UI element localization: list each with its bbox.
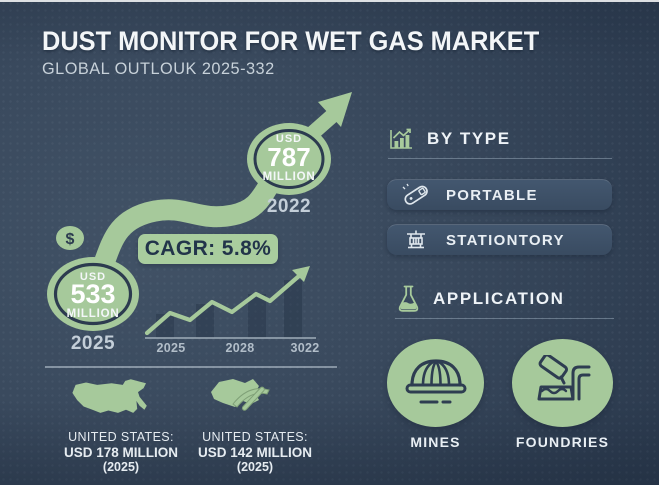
- divider: [45, 366, 337, 368]
- regional-stat-year: (2025): [236, 460, 274, 474]
- divider: [395, 318, 614, 319]
- regional-stat-year: (2025): [102, 460, 140, 474]
- type-button-portable[interactable]: PORTABLE: [387, 179, 612, 210]
- top-border: [0, 0, 659, 2]
- application-mines-label: MINES: [410, 434, 461, 450]
- end-node-value: 787: [267, 142, 310, 172]
- flask-icon: [398, 285, 419, 312]
- foundry-pour-icon: [537, 355, 590, 401]
- type-button-label: PORTABLE: [446, 186, 538, 204]
- market-growth-visual: 2025 2028 3022 USD 787 MILLION 2022 USD …: [47, 92, 352, 355]
- type-button-stationary[interactable]: STATIONTORY: [387, 224, 612, 255]
- mini-tick-2: 2028: [225, 341, 254, 355]
- by-type-heading: BY TYPE: [389, 128, 511, 150]
- end-node: USD 787 MILLION: [247, 123, 331, 195]
- regional-stat: UNITED STATES: USD 178 MILLION (2025): [46, 430, 196, 474]
- application-foundries-badge: [512, 339, 613, 427]
- start-node-currency: USD: [80, 271, 106, 283]
- portable-device-icon: [400, 182, 432, 208]
- usa-map-icon: [72, 379, 147, 413]
- start-node-value: 533: [70, 279, 115, 309]
- bar-chart-icon: [390, 128, 412, 149]
- application-foundries-label: FOUNDRIES: [515, 434, 610, 450]
- start-node: USD 533 MILLION: [47, 257, 139, 331]
- end-node-unit: MILLION: [263, 171, 316, 183]
- mini-tick-1: 2025: [156, 341, 185, 355]
- up-arrow-icon: [318, 92, 352, 127]
- regional-stat-value: USD 178 MILLION: [63, 445, 179, 460]
- cagr-badge: CAGR: 5.8%: [138, 234, 278, 264]
- dollar-coin-icon: $: [56, 226, 84, 250]
- mini-trend-arrowhead: [292, 266, 310, 282]
- application-heading: APPLICATION: [397, 285, 565, 313]
- mini-bar-shadows: [156, 280, 302, 338]
- mini-trend-line: [144, 273, 302, 336]
- dollar-symbol: $: [66, 231, 75, 248]
- regional-stat: UNITED STATES: USD 142 MILLION (2025): [180, 430, 330, 474]
- end-node-currency: USD: [276, 133, 302, 145]
- start-node-year: 2025: [71, 333, 115, 354]
- page-subtitle: GLOBAL OUTLOUK 2025-332: [42, 59, 275, 78]
- application-mines-badge: [387, 339, 484, 427]
- start-node-unit: MILLION: [67, 308, 120, 320]
- page-title: DUST MONITOR FOR WET GAS MARKET: [42, 26, 540, 56]
- hard-hat-icon: [405, 359, 466, 404]
- regional-stat-region: UNITED STATES:: [68, 430, 174, 444]
- by-type-label: BY TYPE: [427, 129, 511, 148]
- growth-curve: [82, 151, 298, 301]
- stationary-machine-icon: [400, 228, 432, 252]
- usa-map-pickaxe-icon: [211, 379, 270, 411]
- mini-tick-3: 3022: [290, 341, 319, 355]
- regional-stat-region: UNITED STATES:: [202, 430, 308, 444]
- divider: [388, 158, 612, 159]
- application-label: APPLICATION: [433, 289, 565, 308]
- regional-stat-value: USD 142 MILLION: [197, 445, 313, 460]
- end-node-year: 2022: [267, 196, 311, 217]
- type-button-label: STATIONTORY: [446, 231, 565, 249]
